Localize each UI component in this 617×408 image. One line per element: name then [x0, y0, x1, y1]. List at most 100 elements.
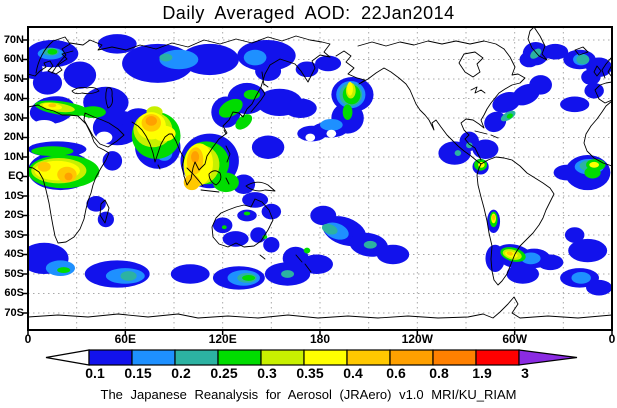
aod-contour-region [310, 205, 337, 226]
coastline-australia [211, 198, 274, 260]
aod-contour-region [48, 103, 57, 108]
aod-contour-region [235, 114, 253, 130]
aod-contour-region [170, 96, 200, 117]
aod-contour-region [321, 223, 338, 235]
aod-contour-region [250, 227, 267, 243]
coastline-arctic-russia [69, 35, 331, 58]
aod-contour-region [589, 161, 600, 168]
coastline-west-africa-edge [583, 100, 612, 167]
aod-contour-region [529, 75, 552, 95]
aod-contour-region [281, 270, 295, 278]
aod-contour-region [347, 81, 353, 96]
colorbar-label: 0.35 [296, 365, 324, 381]
colorbar-over-arrow [518, 349, 578, 366]
aod-contour-region [243, 89, 260, 100]
coastline-arctic-canada [357, 40, 505, 50]
coastline-east-asia [171, 54, 331, 186]
aod-contour-region [568, 238, 608, 263]
lat-axis-label: 60N [3, 53, 24, 65]
aod-contour-region [376, 244, 410, 265]
aod-contour-region [57, 267, 71, 274]
aod-contour-region [521, 252, 541, 265]
aod-contour-region [326, 129, 337, 138]
colorbar-label: 3 [521, 365, 529, 381]
aod-contour-region [586, 279, 612, 296]
coastline-sri-lanka [157, 164, 161, 170]
aod-contour-region [79, 106, 106, 118]
lon-axis-label: 120E [208, 332, 237, 346]
figure-title: Daily Averaged AOD: 22Jan2014 [162, 3, 455, 23]
figure-caption: The Japanese Reanalysis for Aerosol (JRA… [100, 387, 517, 402]
aod-contour-region [251, 135, 285, 159]
colorbar-label: 0.25 [210, 365, 238, 381]
colorbar-segment [260, 349, 305, 366]
coastline-antarctica [28, 296, 612, 319]
lat-axis-label: 60S [4, 287, 24, 299]
lat-axis-label: 20S [4, 209, 24, 221]
colorbar-label: 0.4 [343, 365, 363, 381]
aod-contour-region [537, 254, 564, 271]
aod-contour-region [221, 225, 227, 230]
aod-field-layer [28, 34, 612, 296]
colorbar-label: 0.1 [85, 365, 105, 381]
aod-contour-region [506, 113, 513, 119]
coastline-south-america [476, 156, 555, 286]
lon-axis-label: 0 [608, 332, 616, 346]
coastline-japan [250, 71, 269, 113]
aod-contour-region [284, 98, 317, 118]
aod-contour-region [263, 236, 280, 253]
coastline-black-sea [71, 86, 100, 95]
coastline-great-lakes [470, 86, 486, 94]
aod-contour-region [530, 48, 542, 59]
aod-contour-region [261, 203, 282, 220]
aod-contour-region [120, 271, 137, 281]
aod-contour-region [491, 214, 496, 221]
coastline-greenland [527, 27, 548, 61]
aod-contour-region [564, 227, 585, 243]
lat-axis-label: 10S [4, 189, 24, 202]
aod-contour-region [581, 69, 601, 85]
aod-contour-region [31, 146, 74, 157]
colorbar-label: 0.2 [171, 365, 191, 381]
aod-contour-region [342, 104, 353, 120]
aod-contour-region [466, 142, 473, 149]
aod-contour-region [180, 43, 239, 76]
axis-ticks [23, 39, 613, 335]
lon-axis-label: 180 [309, 332, 331, 346]
coastline-layer [28, 27, 612, 319]
aod-contour-region [243, 211, 251, 216]
world-map [23, 26, 613, 335]
lon-axis-label: 60W [502, 332, 528, 346]
aod-contour-region [96, 131, 113, 144]
aod-contour-region [305, 133, 316, 142]
aod-contour-region [320, 118, 343, 131]
coastline-ireland [593, 65, 602, 77]
colorbar-under-arrow [45, 349, 90, 366]
aod-contour-region [262, 235, 268, 239]
colorbar-label: 0.8 [429, 365, 449, 381]
lon-axis-label: 60E [114, 332, 136, 346]
coastline-new-zealand [295, 254, 312, 273]
aod-contour-region [222, 231, 249, 247]
coastline-iberia [594, 81, 612, 104]
coastline-iceland [574, 46, 589, 56]
colorbar-label: 0.6 [386, 365, 406, 381]
lat-axis-label: 40N [3, 92, 24, 104]
coastline-hudson-bay [458, 51, 484, 78]
colorbar-segment [303, 349, 348, 366]
aod-contour-region [37, 161, 51, 172]
coastline-scandinavia [35, 36, 71, 74]
lat-axis-label: 20N [3, 131, 24, 143]
lat-axis-label: 70N [3, 33, 24, 46]
aod-contour-region [542, 43, 569, 60]
aod-contour-region [191, 151, 200, 163]
aod-contour-region [282, 246, 309, 271]
aod-contour-region [485, 244, 505, 273]
colorbar [45, 349, 578, 366]
aod-contour-region [64, 172, 73, 181]
coastline-europe-baltic [28, 50, 74, 77]
coastline-cuba-hispaniola [474, 130, 499, 139]
lon-axis-label: 0 [24, 332, 32, 346]
coastline-indonesia [186, 129, 276, 193]
